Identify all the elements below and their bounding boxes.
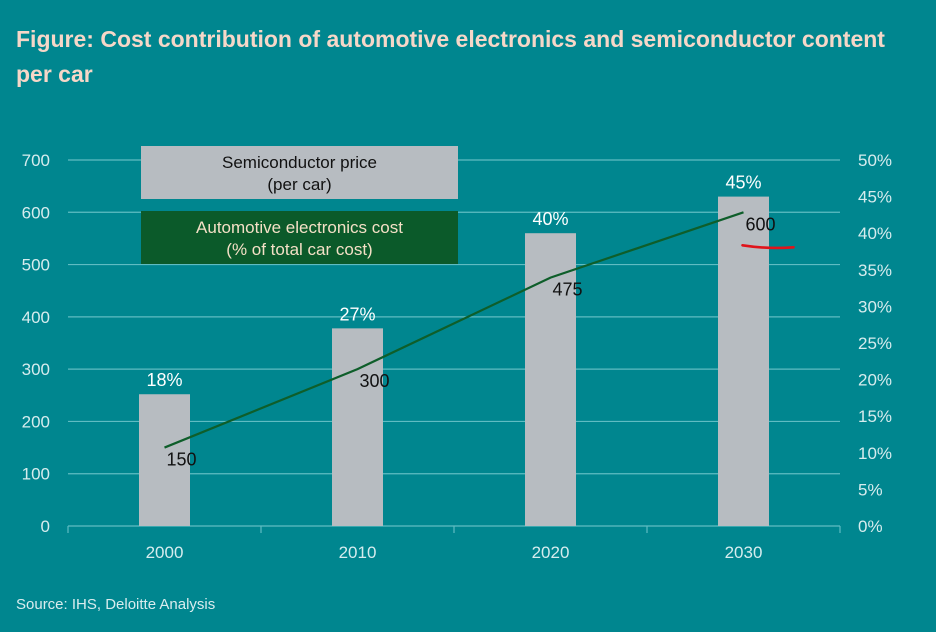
left-axis: 0 100 200 300 400 500 600 700 — [22, 151, 50, 536]
line-value-label: 600 — [746, 214, 776, 234]
legend-label: (per car) — [267, 175, 331, 194]
x-tick-label: 2000 — [146, 543, 184, 562]
right-tick-label: 25% — [858, 334, 892, 353]
line-value-label: 150 — [167, 450, 197, 470]
right-axis: 0% 5% 10% 15% 20% 25% 30% 35% 40% 45% 50% — [858, 151, 892, 536]
source-note: Source: IHS, Deloitte Analysis — [16, 596, 215, 613]
bar-value-label: 18% — [146, 370, 182, 390]
bar — [332, 328, 383, 526]
right-tick-label: 30% — [858, 297, 892, 316]
line-value-label: 300 — [360, 371, 390, 391]
left-tick-label: 400 — [22, 308, 50, 327]
right-tick-label: 40% — [858, 224, 892, 243]
legend: Semiconductor price (per car) Automotive e… — [141, 146, 458, 264]
legend-label: Automotive electronics cost — [196, 218, 403, 237]
bar-value-label: 40% — [532, 209, 568, 229]
left-tick-label: 200 — [22, 412, 50, 431]
left-tick-label: 600 — [22, 203, 50, 222]
right-tick-label: 20% — [858, 371, 892, 390]
right-tick-label: 45% — [858, 188, 892, 207]
right-tick-label: 10% — [858, 444, 892, 463]
left-tick-label: 700 — [22, 151, 50, 170]
left-tick-label: 0 — [41, 517, 50, 536]
right-tick-label: 50% — [858, 151, 892, 170]
x-tick-label: 2010 — [339, 543, 377, 562]
line-value-label: 475 — [553, 280, 583, 300]
bar-value-label: 27% — [339, 304, 375, 324]
x-axis: 2000 2010 2020 2030 — [68, 526, 840, 562]
x-tick-label: 2030 — [725, 543, 763, 562]
x-tick-label: 2020 — [532, 543, 570, 562]
left-tick-label: 100 — [22, 465, 50, 484]
legend-label: (% of total car cost) — [226, 240, 372, 259]
right-tick-label: 5% — [858, 480, 883, 499]
bar-value-label: 45% — [725, 173, 761, 193]
left-tick-label: 500 — [22, 256, 50, 275]
legend-label: Semiconductor price — [222, 153, 377, 172]
right-tick-label: 15% — [858, 407, 892, 426]
right-tick-label: 0% — [858, 517, 883, 536]
right-tick-label: 35% — [858, 261, 892, 280]
chart: 18% 27% 40% 45% 0 100 200 300 400 500 600 700 0% 5%… — [0, 0, 936, 632]
left-tick-label: 300 — [22, 360, 50, 379]
